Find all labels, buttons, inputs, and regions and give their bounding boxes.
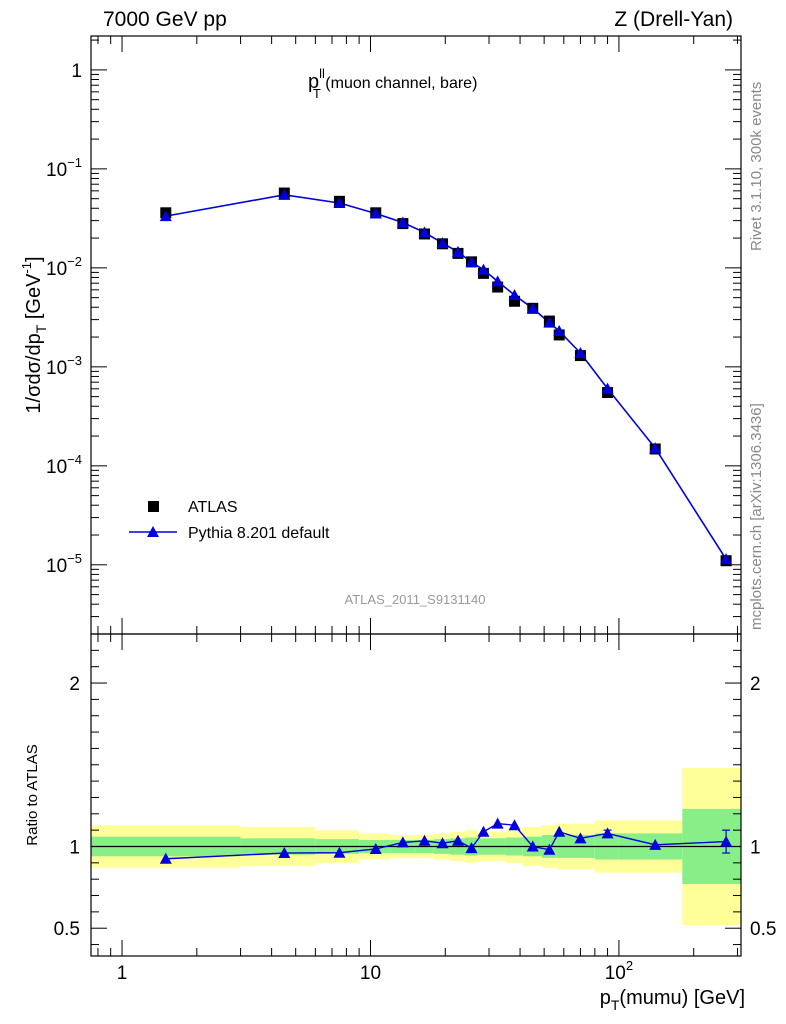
mc-point: [159, 210, 172, 222]
main-ytick-label: 10−4: [46, 452, 82, 478]
ratio-ytick-label: 2: [69, 674, 80, 695]
mc-line-main: [165, 193, 727, 560]
mc-point: [649, 442, 662, 454]
ratio-xtick-label: 102: [605, 958, 633, 984]
main-frame: [90, 35, 742, 635]
rivet-label: Rivet 3.1.10, 300k events: [748, 82, 765, 251]
ratio-xtick-label: 1: [117, 963, 128, 984]
ratio-mc-point: [418, 834, 431, 846]
ratio-mc-point: [159, 852, 172, 864]
ratio-ytick-label: 1: [69, 837, 80, 858]
main-ytick-label: 10−2: [46, 254, 82, 280]
ratio-ylabel: Ratio to ATLAS: [24, 744, 41, 845]
plot-title: pll T (muon channel, bare): [308, 66, 477, 101]
ratio-mc-point: [396, 836, 409, 848]
ratio-panel: 0.5 0.5 1 1 2 2 1 10 102 Ratio to ATLAS pT(mumu)…: [24, 633, 776, 1013]
ratio-mc-point: [477, 825, 490, 837]
ratio-mc-point: [436, 837, 449, 849]
ratio-mc-point: [720, 835, 733, 847]
ratio-mc-point: [369, 842, 382, 854]
header-right: Z (Drell-Yan): [614, 8, 733, 31]
legend-atlas-marker: [148, 501, 159, 512]
legend: ATLAS Pythia 8.201 default: [129, 499, 330, 542]
ratio-mc-point: [278, 847, 291, 859]
ratio-mc-point: [465, 842, 478, 854]
ratio-series: [159, 817, 733, 864]
ratio-mc-point: [649, 838, 662, 850]
svg-text:1/σdσ/dpT [GeV-1]: 1/σdσ/dpT [GeV-1]: [19, 256, 49, 413]
main-ytick-label: 10−1: [46, 155, 82, 181]
main-ytick-label: 10−5: [46, 551, 82, 577]
legend-mc-label: Pythia 8.201 default: [188, 525, 330, 542]
mcplots-label: mcplots.cern.ch [arXiv:1306.3436]: [748, 403, 765, 630]
ratio-mc-point: [451, 834, 464, 846]
mc-point: [508, 289, 521, 301]
ratio-ytick-label-right: 0.5: [750, 919, 776, 940]
mc-point: [526, 302, 539, 314]
mc-point: [396, 216, 409, 228]
main-series: [159, 187, 733, 567]
mc-point: [333, 197, 346, 209]
ratio-ytick-label-right: 2: [750, 674, 761, 695]
analysis-id: ATLAS_2011_S9131140: [345, 592, 486, 607]
mc-point: [601, 382, 614, 394]
main-ytick-label: 1: [71, 61, 82, 82]
mc-point: [491, 275, 504, 287]
ratio-xlabel: pT(mumu) [GeV]: [600, 987, 745, 1013]
main-ylabel: 1/σdσ/dpT [GeV-1]: [19, 256, 49, 413]
mc-point: [477, 263, 490, 275]
legend-atlas-label: ATLAS: [188, 499, 238, 516]
svg-text:Ratio to ATLAS: Ratio to ATLAS: [24, 744, 41, 845]
title-sub: T: [313, 86, 321, 101]
ratio-ytick-label: 0.5: [54, 919, 80, 940]
title-sup: ll: [319, 66, 325, 81]
ratio-mc-point: [526, 840, 539, 852]
ratio-mc-point: [553, 825, 566, 837]
mc-point: [720, 553, 733, 565]
ratio-mc-point: [508, 819, 521, 831]
main-panel: 1 10−1 10−2 10−3 10−4 10−5 pll T (muon channel…: [19, 35, 742, 635]
mc-point: [369, 207, 382, 219]
title-main: p: [308, 71, 319, 93]
ratio-ticks: 0.5 0.5 1 1 2 2 1 10 102: [54, 634, 776, 984]
mc-point: [418, 226, 431, 238]
mc-point: [436, 237, 449, 249]
mc-point: [451, 245, 464, 257]
mc-point: [553, 325, 566, 337]
legend-mc-marker: [147, 526, 159, 537]
mc-point: [278, 188, 291, 200]
ratio-mc-point: [574, 832, 587, 844]
ratio-frame: [90, 633, 742, 957]
mc-point: [543, 316, 556, 328]
ratio-xtick-label: 10: [360, 963, 381, 984]
ratio-mc-point: [601, 827, 614, 839]
atlas-point: [492, 281, 504, 293]
main-ytick-label: 10−3: [46, 353, 82, 379]
mc-point: [465, 256, 478, 268]
ratio-mc-point: [333, 846, 346, 858]
mc-point: [574, 346, 587, 358]
main-ticks: 1 10−1 10−2 10−3 10−4 10−5: [46, 36, 741, 635]
ratio-mc-point: [491, 817, 504, 829]
title-rest: (muon channel, bare): [321, 75, 478, 92]
ratio-ytick-label-right: 1: [750, 837, 761, 858]
ratio-mc-point: [543, 843, 556, 855]
header-left: 7000 GeV pp: [103, 8, 227, 31]
atlas-point: [509, 295, 521, 307]
